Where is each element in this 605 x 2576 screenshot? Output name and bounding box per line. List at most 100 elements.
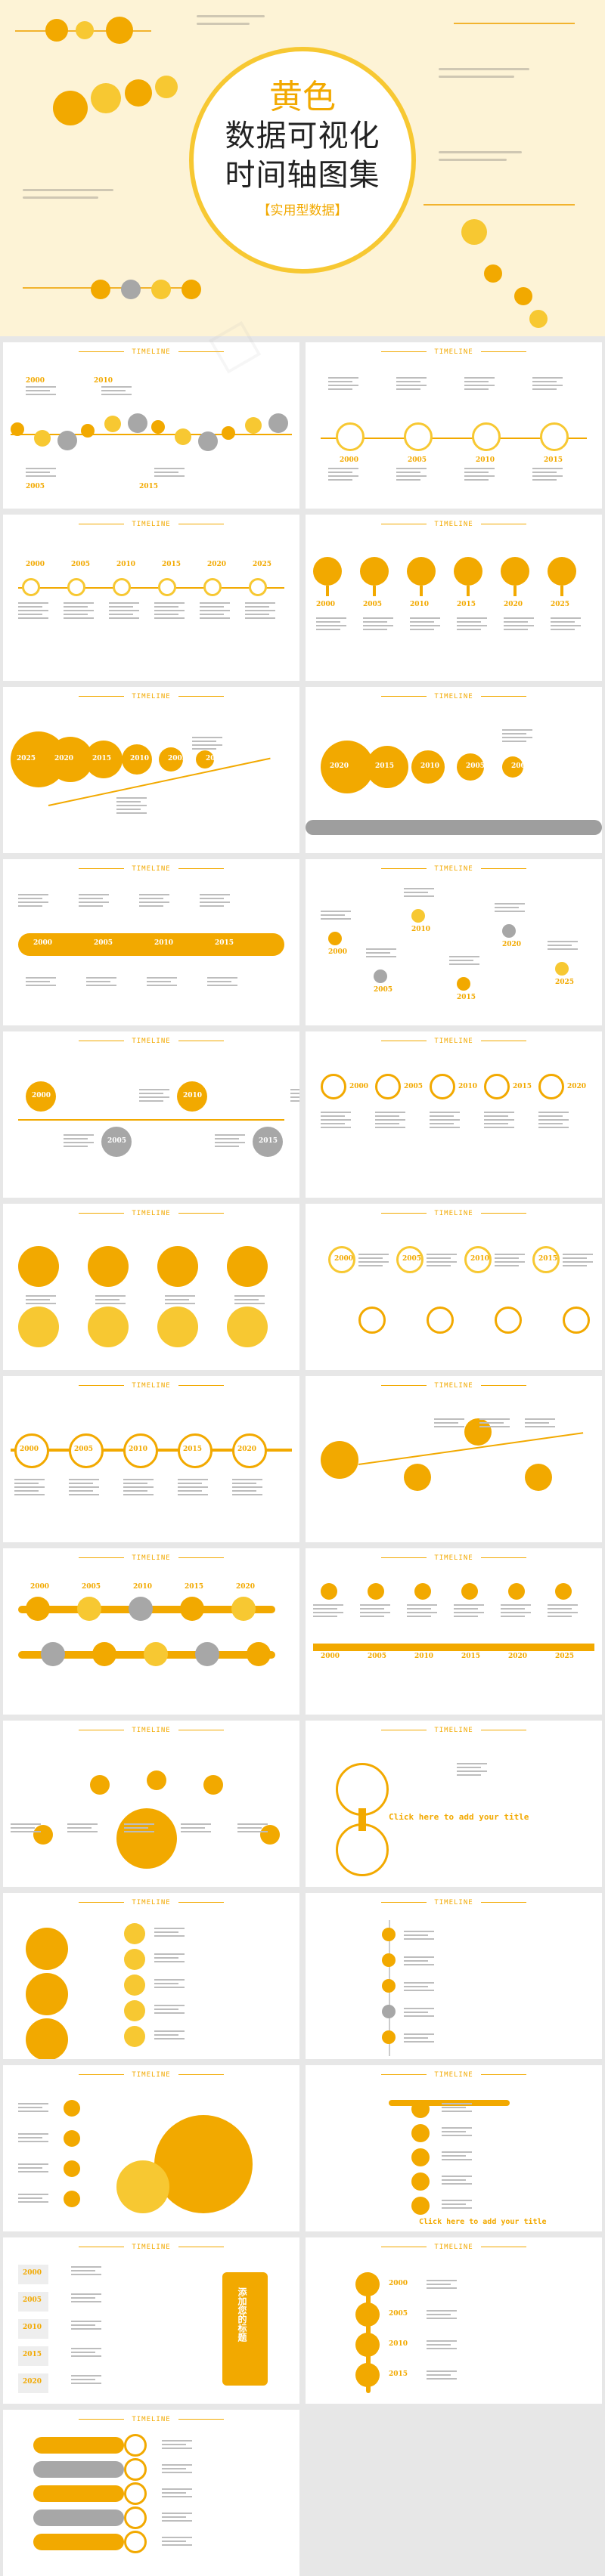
timeline-node [231, 1597, 256, 1621]
text-placeholder [360, 1604, 390, 1606]
text-placeholder [290, 1093, 299, 1094]
text-placeholder [69, 1486, 99, 1488]
year-label: 2005 [404, 1083, 424, 1090]
year-label: 2005 [466, 762, 486, 770]
text-placeholder [316, 625, 346, 626]
text-placeholder [232, 1483, 256, 1484]
text-placeholder [551, 621, 575, 623]
timeline-node [147, 1770, 166, 1790]
timeline-node [245, 417, 262, 434]
text-placeholder [18, 602, 48, 604]
timeline-node [457, 753, 484, 781]
year-label: 2000 [349, 1083, 369, 1090]
year-label: 2000 [20, 1446, 39, 1453]
text-placeholder [504, 629, 528, 630]
pill [33, 2461, 124, 2478]
text-placeholder [457, 621, 481, 623]
timeline-node [154, 2115, 253, 2213]
text-placeholder [464, 388, 489, 390]
text-placeholder [434, 1418, 464, 1420]
text-placeholder [407, 1616, 431, 1617]
timeline-slide: TIMELINE 2000 2005 2010 2015 [3, 859, 299, 1025]
timeline-node [321, 1583, 337, 1600]
year-label: 2010 [411, 926, 431, 933]
slide-header: TIMELINE [306, 2244, 602, 2251]
timeline-node [33, 1825, 53, 1845]
text-placeholder [532, 475, 563, 477]
timeline-slide: TIMELINE 2000 2005 2010 2015 2020 2025 [3, 515, 299, 681]
cover-pin [125, 79, 152, 107]
text-placeholder [548, 945, 572, 946]
year-label: 2005 [107, 1137, 127, 1145]
text-placeholder [321, 1119, 351, 1121]
timeline-node [538, 1074, 564, 1099]
timeline-node [430, 1074, 455, 1099]
year-label: 2000 [321, 1653, 340, 1660]
timeline-node [313, 557, 342, 586]
text-placeholder [26, 472, 50, 473]
timeline-node [321, 741, 374, 793]
timeline-slide: TIMELINE 2000 2005 2010 2015 2020 [3, 1376, 299, 1542]
text-placeholder [442, 2127, 472, 2129]
year-label: 2025 [17, 755, 36, 762]
timeline-node [232, 1433, 267, 1468]
slide-header: TIMELINE [306, 2071, 602, 2079]
text-placeholder [363, 629, 387, 630]
timeline-node [124, 2531, 147, 2553]
cover-title-circle: 黄色 数据可视化 时间轴图集 【实用型数据】 [189, 47, 416, 274]
text-placeholder [154, 2038, 185, 2039]
text-placeholder [410, 617, 440, 619]
timeline-node [157, 1246, 198, 1287]
text-placeholder [404, 2033, 434, 2035]
cover-dot [484, 264, 502, 283]
timeline-node [57, 431, 77, 450]
year-label: 2005 [71, 561, 91, 568]
timeline-node [382, 2030, 396, 2044]
year-label: 2015 [375, 762, 395, 770]
text-placeholder [404, 2008, 434, 2009]
text-placeholder [109, 602, 139, 604]
text-placeholder [154, 1935, 185, 1937]
text-placeholder [502, 737, 532, 738]
cover-dot [91, 280, 110, 299]
text-placeholder [178, 1479, 208, 1480]
year-label: 2005 [168, 755, 188, 762]
cover-pin [461, 219, 487, 245]
text-placeholder [154, 468, 185, 469]
text-placeholder [532, 385, 563, 386]
year-label: 2025 [551, 601, 570, 608]
text-placeholder [407, 1612, 437, 1613]
text-placeholder [71, 2375, 101, 2377]
timeline-node [151, 420, 165, 434]
text-placeholder [454, 1616, 478, 1617]
timeline-node [414, 1583, 431, 1600]
year-label: 2015 [259, 1137, 278, 1145]
slide-body [3, 1913, 299, 2059]
year-box [18, 2346, 48, 2366]
pin-stem [560, 586, 563, 596]
slide-body [306, 1396, 602, 1542]
timeline-node [69, 1433, 104, 1468]
text-placeholder [442, 2200, 472, 2201]
text-placeholder [123, 1494, 154, 1495]
text-placeholder [71, 2321, 101, 2322]
year-label: 2000 [334, 1255, 354, 1263]
timeline-node [548, 557, 576, 586]
year-label: 2000 [32, 1092, 51, 1099]
slide-body: Click here to add your title [306, 1740, 602, 1887]
text-placeholder [86, 985, 116, 986]
slide-header: TIMELINE [306, 1038, 602, 1045]
text-placeholder [234, 1299, 259, 1300]
text-placeholder [290, 1089, 299, 1090]
text-placeholder [430, 1112, 460, 1113]
text-placeholder [237, 1827, 262, 1829]
timeline-node [555, 1583, 572, 1600]
timeline-node [129, 1597, 153, 1621]
year-label: 2025 [253, 561, 272, 568]
text-placeholder [313, 1616, 337, 1617]
year-label: 2010 [129, 1446, 148, 1453]
year-label: 2015 [513, 1083, 532, 1090]
text-placeholder [69, 1490, 93, 1492]
timeline-node [502, 756, 523, 778]
timeline-node [195, 1642, 219, 1666]
